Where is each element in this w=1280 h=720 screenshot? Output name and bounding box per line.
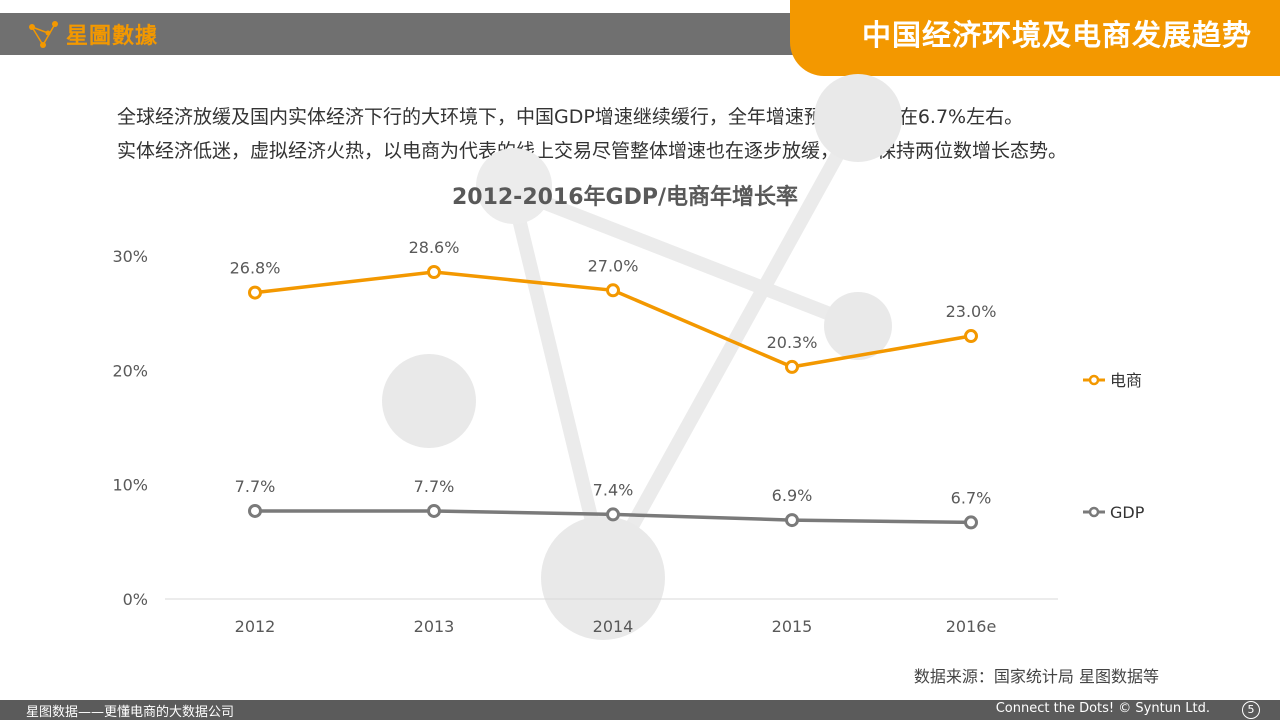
data-label-gdp: 6.9% [772,486,813,505]
data-source: 数据来源：国家统计局 星图数据等 [913,667,1159,686]
deco-line [505,183,865,332]
data-point-ecommerce [964,329,978,344]
data-label-ecommerce: 26.8% [230,259,281,278]
legend-label: 电商 [1110,371,1142,390]
chart-title: 2012-2016年GDP/电商年增长率 [452,184,798,210]
legend-item-gdp: GDP [1083,503,1145,522]
deco-circle [476,148,552,224]
y-tick-label: 0% [123,590,148,609]
intro-line-1: 全球经济放缓及国内实体经济下行的大环境下，中国GDP增速继续缓行，全年增速预计将… [117,106,1024,128]
y-tick-label: 30% [112,247,148,266]
data-point-gdp [964,515,978,530]
data-label-ecommerce: 27.0% [588,256,639,275]
y-tick-label: 10% [112,476,148,495]
data-label-ecommerce: 23.0% [946,302,997,321]
x-tick-label: 2016e [946,617,997,636]
legend-marker [1088,374,1100,386]
logo: 星圖數據 [26,17,158,51]
deco-circle [541,516,665,640]
data-label-gdp: 6.7% [951,488,992,507]
dots-logo-icon [29,21,58,48]
header-accent [790,0,1280,76]
data-point-ecommerce [248,285,262,300]
page-title: 中国经济环境及电商发展趋势 [861,18,1252,52]
data-label-ecommerce: 20.3% [767,333,818,352]
deco-circle [824,292,892,360]
footer: 星图数据——更懂电商的大数据公司 Connect the Dots! © Syn… [0,700,1280,720]
x-tick-label: 2015 [772,617,813,636]
data-label-gdp: 7.4% [593,480,634,499]
data-point-ecommerce [606,283,620,298]
x-tick-label: 2012 [235,617,276,636]
data-label-gdp: 7.7% [235,477,276,496]
legend-item-ecommerce: 电商 [1083,371,1142,390]
deco-circle [382,354,476,448]
footer-copyright: Connect the Dots! © Syntun Ltd. [995,701,1210,716]
series-ecommerce: 26.8% 28.6% 27.0% 20.3% 23.0% [230,238,997,374]
x-tick-label: 2013 [414,617,455,636]
background-decoration [382,74,902,640]
legend-marker [1088,506,1100,518]
header-bar [0,13,830,55]
legend-label: GDP [1110,503,1145,522]
footer-tagline: 星图数据——更懂电商的大数据公司 [26,705,235,720]
data-point-gdp [248,503,262,518]
data-point-gdp [606,507,620,522]
series-gdp: 7.7% 7.7% 7.4% 6.9% 6.7% [235,477,992,530]
logo-text: 星圖數據 [66,24,159,49]
data-point-gdp [427,503,441,518]
data-label-ecommerce: 28.6% [409,238,460,257]
y-tick-label: 20% [112,361,148,380]
page-number: 5 [1242,701,1260,719]
deco-circle [814,74,902,162]
data-label-gdp: 7.7% [414,477,455,496]
deco-line [598,111,865,582]
deco-line [505,183,612,582]
data-point-gdp [785,513,799,528]
data-point-ecommerce [427,265,441,280]
data-point-ecommerce [785,359,799,374]
x-tick-label: 2014 [593,617,634,636]
